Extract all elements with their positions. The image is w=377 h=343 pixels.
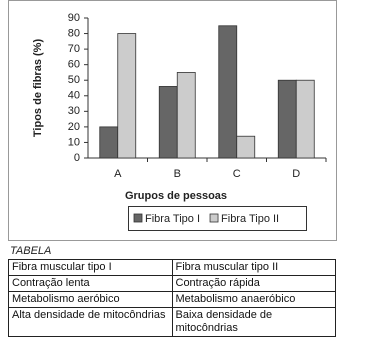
x-axis-label: Grupos de pessoas <box>125 190 227 202</box>
y-tick-label: 0 <box>74 152 80 164</box>
bar <box>236 135 256 159</box>
table-cell: Metabolismo aeróbico <box>8 291 173 308</box>
y-tick-label: 50 <box>68 74 80 86</box>
table-cell: Fibra muscular tipo I <box>8 259 173 276</box>
table: Fibra muscular tipo I Fibra muscular tipo… <box>8 259 336 337</box>
y-axis-label: Tipos de fibras (%) <box>32 39 44 138</box>
y-tick-label: 40 <box>68 90 80 102</box>
bar <box>295 79 315 159</box>
y-tick-label: 60 <box>68 59 80 71</box>
legend-swatch <box>209 213 219 223</box>
legend-box <box>128 206 307 231</box>
table-cell: Contração rápida <box>171 275 336 292</box>
table-row: Alta densidade de mitocôndrias Baixa dens… <box>8 307 336 337</box>
bar <box>277 79 297 159</box>
table-row: Fibra muscular tipo I Fibra muscular tipo… <box>8 259 336 276</box>
table-row: Contração lenta Contração rápida <box>8 275 336 292</box>
table-cell: Alta densidade de mitocôndrias <box>8 307 173 337</box>
table-title: TABELA <box>10 245 52 257</box>
y-tick-label: 80 <box>68 27 80 39</box>
table-cell: Contração lenta <box>8 275 173 292</box>
bar <box>218 25 238 159</box>
legend-swatch <box>133 213 143 223</box>
y-tick-label: 10 <box>68 136 80 148</box>
table-row: Metabolismo aeróbico Metabolismo anaeróbi… <box>8 291 336 308</box>
x-tick-label: B <box>174 168 181 180</box>
legend-label: Fibra Tipo II <box>221 213 279 225</box>
y-tick-label: 30 <box>68 105 80 117</box>
x-tick-label: D <box>292 168 300 180</box>
table-cell: Baixa densidade de mitocôndrias <box>171 307 336 337</box>
table-cell: Metabolismo anaeróbico <box>171 291 336 308</box>
table-cell: Fibra muscular tipo II <box>171 259 336 276</box>
chart-frame <box>8 0 337 241</box>
bar <box>158 86 178 159</box>
x-tick-label: A <box>114 168 122 180</box>
legend-label: Fibra Tipo I <box>145 213 200 225</box>
bar <box>117 33 137 159</box>
bar <box>176 72 196 159</box>
y-tick-label: 20 <box>68 121 80 133</box>
x-tick-label: C <box>233 168 241 180</box>
y-tick-label: 70 <box>68 43 80 55</box>
y-tick-label: 90 <box>68 12 80 24</box>
bar <box>99 126 119 159</box>
chart: Grupos de pessoas Tipos de fibras (%) 0 1… <box>8 0 337 241</box>
